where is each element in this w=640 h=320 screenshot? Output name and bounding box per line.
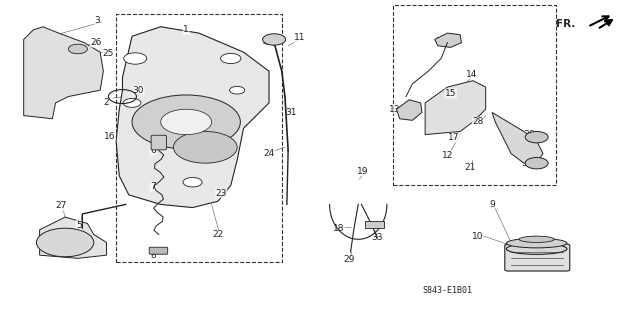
Text: 29: 29 <box>343 255 355 264</box>
Polygon shape <box>492 112 543 163</box>
Text: 7: 7 <box>150 182 156 191</box>
Circle shape <box>525 132 548 143</box>
Circle shape <box>161 109 212 135</box>
Text: 19: 19 <box>357 167 369 176</box>
FancyBboxPatch shape <box>505 244 570 271</box>
Text: 24: 24 <box>264 149 275 158</box>
Text: 13: 13 <box>389 105 400 114</box>
Text: 21: 21 <box>464 164 476 172</box>
Text: 15: 15 <box>445 89 456 98</box>
Text: 30: 30 <box>142 129 154 138</box>
Bar <box>394 4 556 185</box>
Text: S843-E1B01: S843-E1B01 <box>422 285 472 295</box>
FancyBboxPatch shape <box>151 135 166 150</box>
Circle shape <box>230 86 245 94</box>
Text: 36: 36 <box>524 130 535 139</box>
Text: 12: 12 <box>442 151 453 160</box>
Polygon shape <box>40 217 106 258</box>
Polygon shape <box>24 27 103 119</box>
Circle shape <box>183 178 202 187</box>
Text: 23: 23 <box>216 189 227 198</box>
Text: 16: 16 <box>104 132 115 141</box>
Polygon shape <box>435 33 461 47</box>
Text: 1: 1 <box>183 25 189 35</box>
Polygon shape <box>396 100 422 120</box>
Text: 26: 26 <box>90 38 101 47</box>
Circle shape <box>123 99 141 107</box>
Text: 34: 34 <box>435 36 447 45</box>
Ellipse shape <box>506 238 567 248</box>
Circle shape <box>68 44 88 54</box>
Circle shape <box>221 53 241 64</box>
Text: 20: 20 <box>369 220 380 229</box>
Text: 9: 9 <box>489 200 495 209</box>
Text: 6: 6 <box>150 146 156 155</box>
Text: 5: 5 <box>76 220 82 229</box>
Text: 32: 32 <box>69 246 81 255</box>
Bar <box>116 14 282 261</box>
Text: 22: 22 <box>212 230 223 239</box>
Circle shape <box>262 34 285 45</box>
Text: 31: 31 <box>285 108 297 117</box>
Circle shape <box>132 95 241 149</box>
Circle shape <box>525 157 548 169</box>
Circle shape <box>36 228 94 257</box>
Text: 35: 35 <box>522 159 533 168</box>
Text: 28: 28 <box>472 117 484 126</box>
FancyBboxPatch shape <box>149 247 168 254</box>
Ellipse shape <box>506 243 567 254</box>
Text: 14: 14 <box>466 70 477 79</box>
Text: 18: 18 <box>333 224 345 233</box>
Text: 27: 27 <box>55 202 67 211</box>
Circle shape <box>124 53 147 64</box>
Text: 30: 30 <box>132 86 144 95</box>
Circle shape <box>173 132 237 163</box>
Text: 10: 10 <box>472 232 484 241</box>
Text: FR.: FR. <box>556 19 575 28</box>
Text: 11: 11 <box>294 33 305 42</box>
Text: 25: 25 <box>103 49 114 58</box>
Polygon shape <box>116 27 269 208</box>
Ellipse shape <box>519 236 554 243</box>
Text: 3: 3 <box>94 16 100 25</box>
Text: 8: 8 <box>150 251 156 260</box>
Bar <box>365 221 384 228</box>
Text: 33: 33 <box>372 233 383 242</box>
Polygon shape <box>425 81 486 135</box>
Text: 2: 2 <box>104 99 109 108</box>
Text: 4: 4 <box>263 38 269 47</box>
Text: 32: 32 <box>55 236 67 245</box>
Text: 17: 17 <box>448 133 460 142</box>
